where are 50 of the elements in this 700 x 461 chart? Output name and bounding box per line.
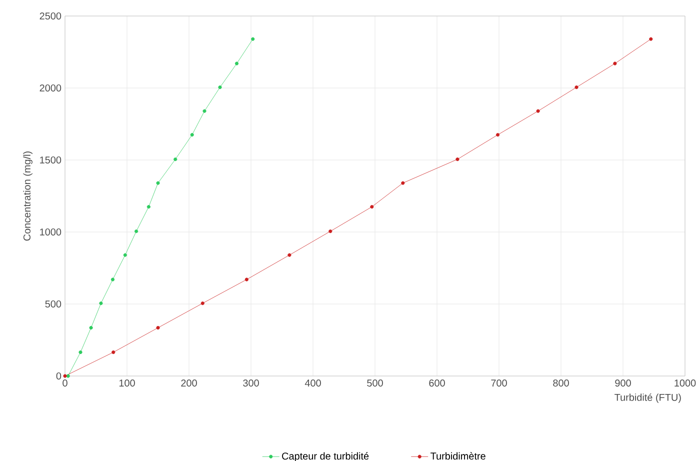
y-tick-label: 500 <box>45 300 62 308</box>
x-tick-label: 800 <box>553 380 569 387</box>
y-tick-label: 2500 <box>40 12 62 20</box>
point <box>190 133 194 137</box>
point <box>66 374 70 378</box>
point <box>251 37 255 41</box>
point <box>218 85 222 90</box>
point <box>328 229 332 234</box>
point <box>370 205 374 209</box>
point <box>146 205 150 209</box>
y-axis-title: Concentration (mg/l) <box>23 152 32 241</box>
x-tick-label: 100 <box>119 380 135 387</box>
point <box>613 62 617 66</box>
point <box>78 350 82 354</box>
x-axis-title: Turbidité (FTU) <box>614 393 681 403</box>
y-tick-label: 1000 <box>40 228 62 236</box>
y-tick-label: 2000 <box>40 84 62 92</box>
point <box>649 37 653 41</box>
legend-label: Turbidimètre <box>430 452 486 460</box>
x-tick-label: 200 <box>181 380 197 387</box>
y-tick-label: 0 <box>56 372 62 380</box>
point <box>156 326 160 330</box>
x-tick-label: 1000 <box>674 380 696 387</box>
x-tick-label: 700 <box>491 380 507 387</box>
x-tick-label: 500 <box>367 380 383 387</box>
point <box>174 157 178 162</box>
point <box>123 253 127 257</box>
point <box>110 278 115 282</box>
point <box>401 181 405 185</box>
x-tick-label: 600 <box>429 380 445 387</box>
x-tick-label: 900 <box>615 380 631 387</box>
point <box>156 181 160 185</box>
point <box>202 109 206 113</box>
point <box>63 374 67 378</box>
point <box>112 350 116 354</box>
point <box>200 301 204 306</box>
x-tick-label: 400 <box>304 380 321 387</box>
point <box>574 85 578 90</box>
point <box>89 326 93 330</box>
point <box>496 133 500 137</box>
point <box>99 301 103 306</box>
point <box>288 253 292 257</box>
point <box>134 229 138 234</box>
point <box>536 109 540 113</box>
y-tick-label: 1500 <box>40 156 62 164</box>
x-tick-label: 0 <box>62 380 68 387</box>
point <box>456 157 460 162</box>
point <box>244 278 248 282</box>
point <box>234 62 239 66</box>
x-tick-label: 300 <box>243 380 259 387</box>
